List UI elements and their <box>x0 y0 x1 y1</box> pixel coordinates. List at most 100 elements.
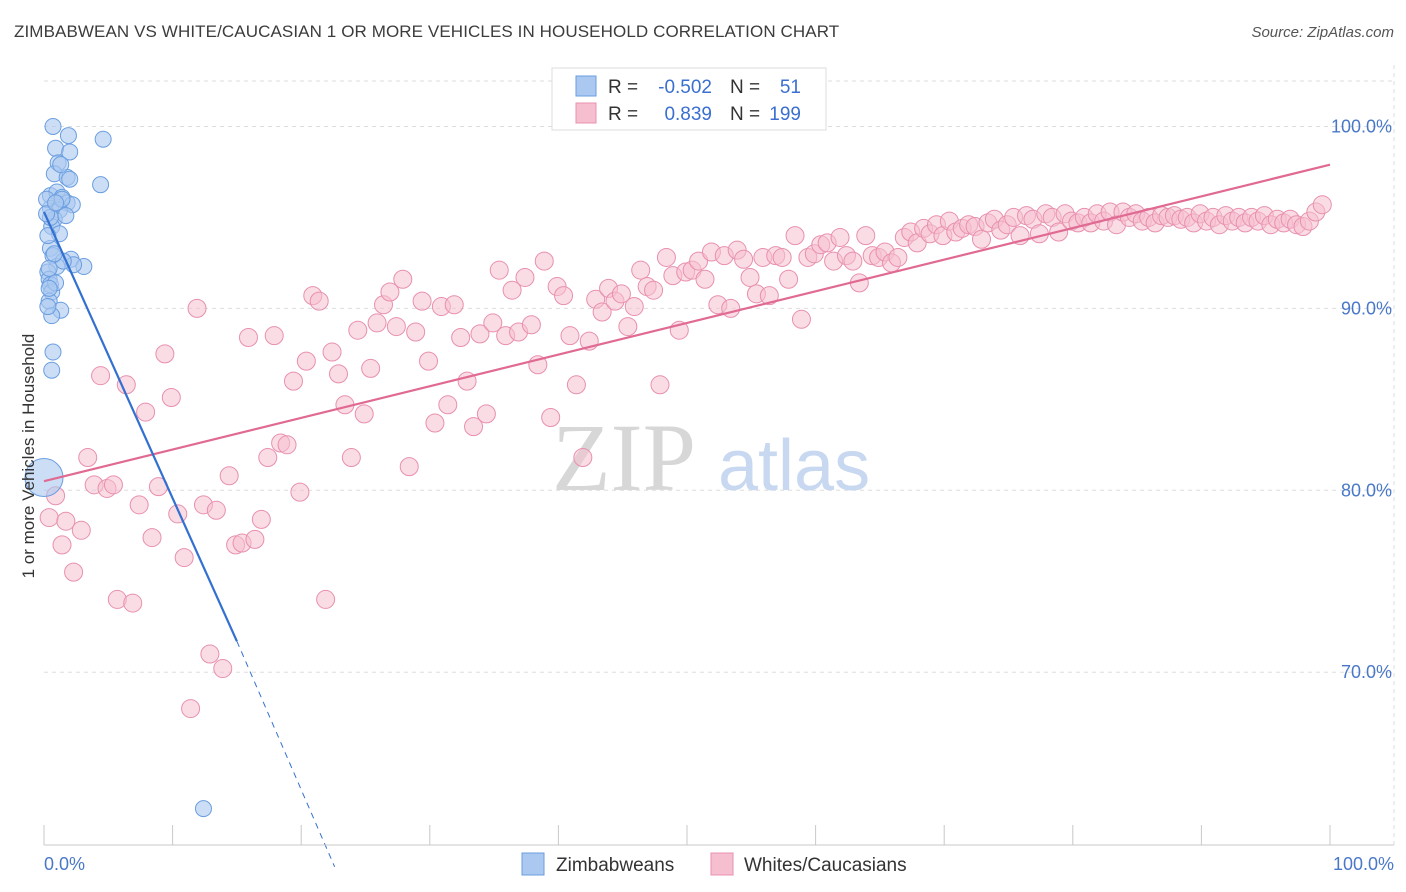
legend-swatch-whites <box>575 102 597 124</box>
whites-point <box>187 298 207 318</box>
whites-point <box>791 309 811 329</box>
whites-point <box>264 326 284 346</box>
whites-point <box>56 511 76 531</box>
whites-point <box>566 375 586 395</box>
zimbabweans-point <box>92 176 110 194</box>
whites-point <box>129 495 149 515</box>
zimbabweans-point <box>57 207 75 225</box>
whites-point <box>341 448 361 468</box>
whites-point <box>123 593 143 613</box>
whites-point <box>39 508 59 528</box>
whites-point <box>380 282 400 302</box>
whites-point <box>888 247 908 267</box>
y-tick-label: 90.0% <box>1341 298 1392 318</box>
whites-point <box>290 482 310 502</box>
whites-point <box>534 251 554 271</box>
whites-point <box>856 226 876 246</box>
whites-point <box>258 448 278 468</box>
whites-point <box>419 351 439 371</box>
watermark-atlas: atlas <box>718 426 870 506</box>
zimbabweans-point <box>47 194 65 212</box>
legend-box <box>551 67 827 131</box>
y-tick-label: 80.0% <box>1341 480 1392 500</box>
whites-point <box>489 260 509 280</box>
legend-r-value-2: 0.839 <box>664 104 712 125</box>
legend-r-label-2: R = <box>608 104 638 125</box>
whites-point <box>399 457 419 477</box>
whites-point <box>830 227 850 247</box>
whites-point <box>406 322 426 342</box>
whites-point <box>78 448 98 468</box>
whites-point <box>316 589 336 609</box>
zimbabweans-point <box>43 361 61 379</box>
whites-point <box>573 448 593 468</box>
whites-point <box>451 327 471 347</box>
zimbabweans-trend-extension <box>236 641 336 868</box>
whites-point <box>554 286 574 306</box>
zimbabweans-point <box>61 170 79 188</box>
whites-point <box>296 351 316 371</box>
whites-point <box>136 402 156 422</box>
whites-point <box>560 326 580 346</box>
x-tick-label-min: 0.0% <box>44 854 85 874</box>
legend-swatch-zimbabweans <box>575 75 597 97</box>
whites-point <box>971 229 991 249</box>
whites-point <box>181 699 201 719</box>
legend-r-label-1: R = <box>608 77 638 98</box>
whites-point <box>541 408 561 428</box>
whites-point <box>103 475 123 495</box>
whites-point <box>470 324 490 344</box>
zimbabweans-point <box>61 143 79 161</box>
x-axis-ticks <box>43 825 1331 845</box>
whites-caucasians-points <box>39 195 1332 719</box>
source-label: Source: ZipAtlas.com <box>1251 24 1394 41</box>
whites-point <box>277 435 297 455</box>
zimbabweans-point <box>47 139 65 157</box>
zimbabweans-point <box>59 127 77 145</box>
y-axis-title: 1 or more Vehicles in Household <box>19 334 38 579</box>
zimbabweans-point <box>94 130 112 148</box>
whites-point <box>644 280 664 300</box>
whites-point <box>361 358 381 378</box>
whites-point <box>328 364 348 384</box>
y-tick-label: 100.0% <box>1331 116 1392 136</box>
series-legend-label-whites: Whites/Caucasians <box>744 855 907 876</box>
whites-point <box>213 659 233 679</box>
whites-point <box>592 302 612 322</box>
trend-lines <box>42 163 1331 868</box>
whites-point <box>245 529 265 549</box>
zimbabweans-point <box>44 343 62 361</box>
legend-n-label-2: N = <box>730 104 760 125</box>
whites-point <box>521 315 541 335</box>
whites-point <box>206 500 226 520</box>
whites-point <box>52 535 72 555</box>
whites-point <box>393 269 413 289</box>
whites-point <box>476 404 496 424</box>
zimbabweans-trend-line <box>42 211 238 642</box>
whites-point <box>354 404 374 424</box>
whites-point <box>624 297 644 317</box>
legend-n-value-1: 51 <box>780 77 801 98</box>
zimbabweans-point <box>40 259 58 277</box>
whites-point <box>1312 195 1332 215</box>
whites-point <box>161 388 181 408</box>
whites-point <box>656 247 676 267</box>
whites-point <box>734 249 754 269</box>
whites-point <box>483 313 503 333</box>
whites-point <box>772 247 792 267</box>
watermark: ZIP atlas <box>552 404 870 511</box>
whites-point <box>438 395 458 415</box>
whites-point <box>425 413 445 433</box>
whites-point <box>740 267 760 287</box>
whites-point <box>631 260 651 280</box>
whites-point <box>843 251 863 271</box>
whites-point <box>155 344 175 364</box>
whites-point <box>502 280 522 300</box>
whites-point <box>444 295 464 315</box>
zimbabweans-point <box>39 298 57 316</box>
series-legend: Zimbabweans Whites/Caucasians <box>521 852 907 876</box>
whites-point <box>367 313 387 333</box>
chart-title: ZIMBABWEAN VS WHITE/CAUCASIAN 1 OR MORE … <box>14 22 840 41</box>
whites-point <box>650 375 670 395</box>
